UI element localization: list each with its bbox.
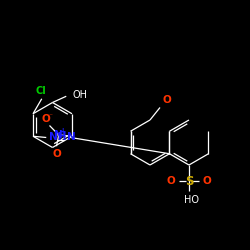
Text: ⁻: ⁻	[49, 112, 53, 120]
Text: N: N	[67, 132, 76, 142]
Text: O: O	[52, 149, 61, 159]
Text: HO: HO	[184, 195, 199, 205]
Text: N: N	[54, 130, 63, 140]
Text: NH: NH	[49, 132, 67, 142]
Text: O: O	[202, 176, 211, 186]
Text: Cl: Cl	[35, 86, 46, 96]
Text: O: O	[167, 176, 176, 186]
Text: OH: OH	[72, 90, 88, 100]
Text: S: S	[185, 175, 193, 188]
Text: O: O	[162, 96, 171, 106]
Text: +: +	[60, 127, 66, 136]
Text: O: O	[41, 114, 50, 124]
